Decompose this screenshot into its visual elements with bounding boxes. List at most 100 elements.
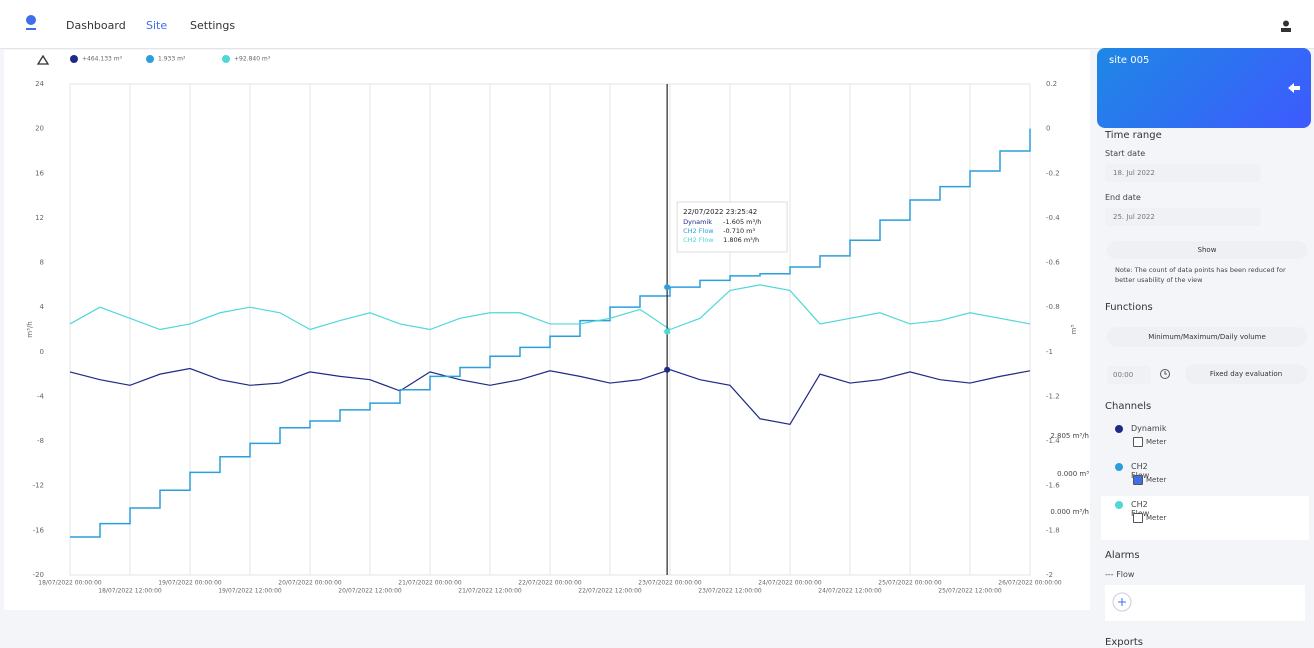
clock-icon[interactable] <box>1159 368 1171 380</box>
x-tick-label: 23/07/2022 00:00:00 <box>638 580 702 587</box>
tooltip-point <box>664 328 671 335</box>
series-line <box>69 367 1031 426</box>
x-tick-label: 21/07/2022 12:00:00 <box>458 588 522 595</box>
section-title: Alarms <box>1105 550 1140 561</box>
meter-label: Meter <box>1146 438 1167 446</box>
logo <box>26 15 36 30</box>
meter-checkbox[interactable] <box>1133 513 1143 523</box>
x-tick-label: 20/07/2022 00:00:00 <box>278 580 342 587</box>
legend-label: +92.840 m³ <box>234 56 271 63</box>
y-tick-label: -8 <box>37 437 44 445</box>
y-tick-label: -20 <box>33 571 44 579</box>
x-tick-label: 19/07/2022 12:00:00 <box>218 588 282 595</box>
y-axis-label: m³/h <box>26 321 34 337</box>
x-tick-label: 21/07/2022 00:00:00 <box>398 580 462 587</box>
y2-tick-label: -0.4 <box>1046 214 1060 222</box>
tooltip-point <box>664 366 671 373</box>
add-button[interactable] <box>1111 591 1133 613</box>
series-line <box>70 128 1031 538</box>
tooltip-point <box>664 284 671 291</box>
nav-item[interactable]: Settings <box>190 19 236 32</box>
channel-dot <box>1115 425 1123 433</box>
date-input[interactable]: 25. Jul 2022 <box>1105 208 1261 226</box>
section-title: Exports <box>1105 637 1143 648</box>
x-tick-label: 24/07/2022 12:00:00 <box>818 588 882 595</box>
section-title: Functions <box>1105 302 1153 313</box>
channel-reading: 0.000 m³ <box>1057 470 1089 478</box>
y2-axis-label: m³ <box>1070 324 1078 334</box>
series-line <box>69 284 1031 331</box>
y2-tick-label: -1.4 <box>1046 437 1060 445</box>
show-button[interactable]: Show <box>1107 241 1307 259</box>
nav-bar: Dashboard Site Settings <box>0 0 1314 49</box>
legend-dot <box>70 55 78 63</box>
x-tick-label: 20/07/2022 12:00:00 <box>338 588 402 595</box>
channel-reading: 2.805 m³/h <box>1050 432 1089 440</box>
legend-dot <box>146 55 154 63</box>
x-tick-label: 22/07/2022 00:00:00 <box>518 580 582 587</box>
y2-tick-label: -1.6 <box>1046 482 1060 490</box>
time-value: 00:00 <box>1113 371 1134 379</box>
y-tick-label: 20 <box>35 125 44 133</box>
channel-reading: 0.000 m³/h <box>1050 508 1089 516</box>
y-tick-label: 0 <box>40 348 44 356</box>
user-icon[interactable] <box>1280 20 1292 32</box>
tooltip-value: -0.710 m³ <box>723 227 755 235</box>
alarm-box <box>1105 585 1305 621</box>
y-tick-label: 12 <box>35 214 44 222</box>
meter-checkbox[interactable] <box>1133 437 1143 447</box>
tooltip-name: CH2 Flow <box>683 227 714 235</box>
y-tick-label: 8 <box>40 259 44 267</box>
x-tick-label: 25/07/2022 00:00:00 <box>878 580 942 587</box>
nav-item[interactable]: Site <box>146 19 168 32</box>
note: Note: The count of data points has been … <box>1115 266 1286 284</box>
y2-tick-label: -2 <box>1046 571 1053 579</box>
meter-label: Meter <box>1146 514 1167 522</box>
function-button[interactable]: Minimum/Maximum/Daily volume <box>1107 327 1307 347</box>
y2-tick-label: -0.6 <box>1046 259 1060 267</box>
y2-tick-label: 0 <box>1046 125 1050 133</box>
chart-card: +464.133 m³ 1.933 m³ +92.840 m³ 24 20 16 12 8 4 0… <box>4 50 1090 610</box>
fixed-button[interactable]: Fixed day evaluation <box>1185 364 1307 384</box>
y-tick-label: -12 <box>33 482 44 490</box>
legend-label: +464.133 m³ <box>82 56 123 63</box>
date-value: 18. Jul 2022 <box>1113 169 1155 177</box>
y-tick-label: 4 <box>40 303 45 311</box>
field-label: End date <box>1105 193 1141 202</box>
y-tick-label: 16 <box>35 169 44 177</box>
nav-item[interactable]: Dashboard <box>66 19 126 32</box>
x-tick-label: 18/07/2022 00:00:00 <box>38 580 102 587</box>
tooltip-name: CH2 Flow <box>683 236 714 244</box>
side-panel: site 005 Time range Start date 18. Jul 2… <box>1050 48 1311 648</box>
tooltip-value: -1.605 m³/h <box>723 218 761 226</box>
y2-tick-label: -0.2 <box>1046 169 1060 177</box>
alarm-name: Flow <box>1116 570 1135 579</box>
site-header <box>1097 48 1311 128</box>
x-tick-label: 18/07/2022 12:00:00 <box>98 588 162 595</box>
tooltip-box <box>676 201 788 253</box>
date-input[interactable]: 18. Jul 2022 <box>1105 164 1261 182</box>
tooltip-value: 1.806 m³/h <box>723 236 759 244</box>
x-tick-label: 22/07/2022 12:00:00 <box>578 588 642 595</box>
channel-dot <box>1115 463 1123 471</box>
time-input[interactable]: 00:00 <box>1107 366 1151 384</box>
x-tick-label: 25/07/2022 12:00:00 <box>938 588 1002 595</box>
y-tick-label: -4 <box>37 392 45 400</box>
section-title: Channels <box>1105 401 1152 412</box>
x-tick-label: 23/07/2022 12:00:00 <box>698 588 762 595</box>
meter-label: Meter <box>1146 476 1167 484</box>
x-tick-label: 24/07/2022 00:00:00 <box>758 580 822 587</box>
channel-dot <box>1115 501 1123 509</box>
y2-tick-label: 0.2 <box>1046 80 1057 88</box>
y-tick-label: 24 <box>35 80 44 88</box>
channel-name: Dynamik <box>1131 424 1167 433</box>
x-tick-label: 19/07/2022 00:00:00 <box>158 580 222 587</box>
y2-tick-label: -0.8 <box>1046 303 1060 311</box>
tooltip-name: Dynamik <box>683 218 712 226</box>
back-icon[interactable] <box>1287 82 1301 94</box>
triangle-icon[interactable] <box>36 54 50 65</box>
chart: +464.133 m³ 1.933 m³ +92.840 m³ 24 20 16 12 8 4 0… <box>26 54 1078 595</box>
alarm-item: ‐‐‐ Flow <box>1105 570 1134 579</box>
meter-checkbox[interactable] <box>1133 475 1143 485</box>
